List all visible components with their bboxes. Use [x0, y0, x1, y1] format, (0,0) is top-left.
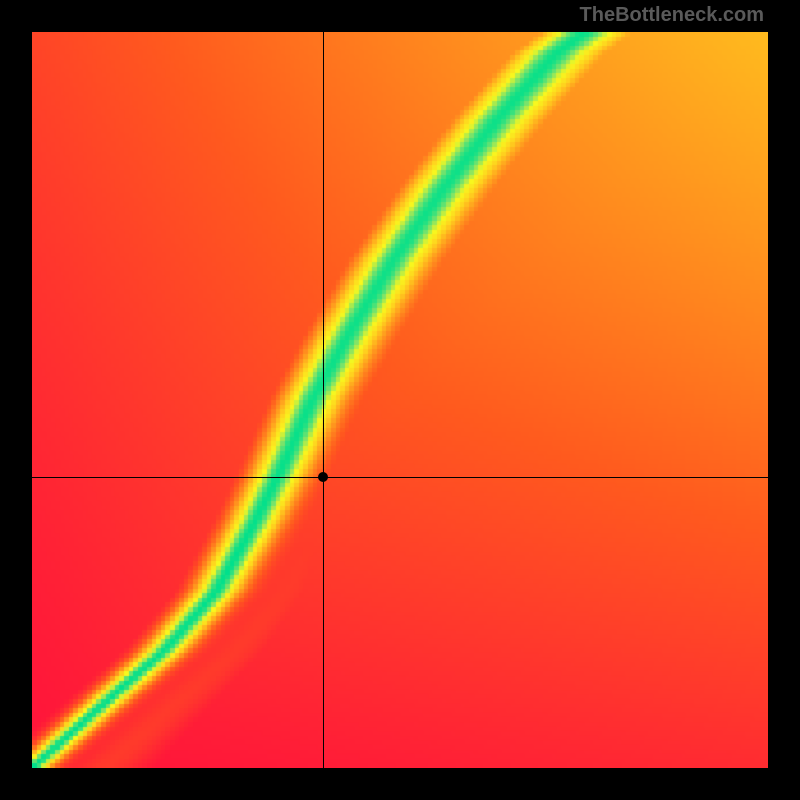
heatmap-canvas [32, 32, 768, 768]
crosshair-marker [318, 472, 328, 482]
watermark-text: TheBottleneck.com [580, 4, 764, 27]
crosshair-vertical [323, 32, 324, 768]
bottleneck-heatmap [32, 32, 768, 768]
crosshair-horizontal [32, 477, 768, 478]
